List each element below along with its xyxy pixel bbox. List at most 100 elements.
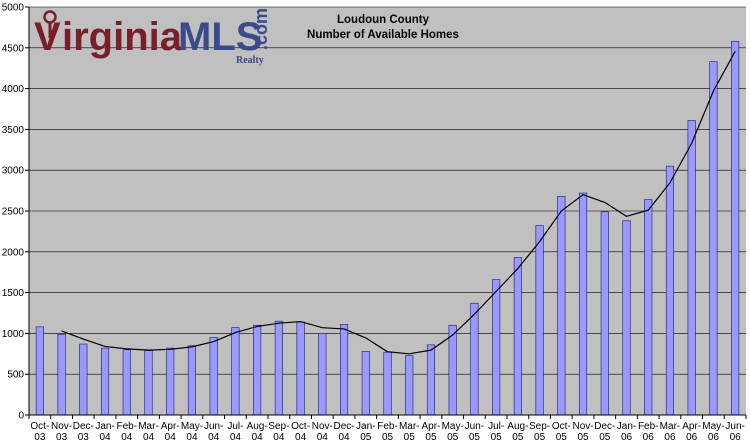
bar — [144, 350, 153, 416]
x-tick-label-month: May- — [181, 421, 203, 432]
logo-mls: MLS — [178, 15, 262, 59]
x-tick-label-year: 06 — [708, 432, 720, 442]
x-tick-labels: Oct-03Nov-03Dec-03Jan-04Feb-04Mar-04Apr-… — [28, 415, 747, 442]
bar — [209, 337, 218, 416]
bar — [731, 40, 740, 416]
x-tick-label-month: Jul- — [488, 421, 504, 432]
x-tick-label-month: Oct- — [30, 421, 49, 432]
bar — [57, 333, 66, 416]
gridlines — [29, 6, 746, 375]
bar — [665, 165, 675, 416]
x-tick-label-year: 05 — [425, 432, 437, 442]
x-tick-label-year: 05 — [577, 432, 589, 442]
y-tick-label: 0 — [18, 411, 24, 422]
x-tick-label-month: Nov- — [51, 421, 72, 432]
x-tick-label-year: 05 — [469, 432, 481, 442]
y-tick-label: 1500 — [2, 288, 25, 299]
x-tick-label-year: 04 — [121, 432, 133, 442]
x-tick-label-year: 04 — [230, 432, 242, 442]
x-tick-label-year: 06 — [664, 432, 676, 442]
x-tick-label-month: Mar- — [138, 421, 159, 432]
chart-subtitle: Number of Available Homes — [307, 29, 459, 41]
x-tick-label-month: Feb- — [116, 421, 137, 432]
bar — [492, 279, 501, 416]
x-tick-label-month: Apr- — [161, 421, 180, 432]
x-tick-label-month: Jul- — [227, 421, 243, 432]
x-tick-label-month: Oct- — [552, 421, 571, 432]
chart-title: Loudoun County — [337, 14, 430, 26]
bar — [122, 349, 131, 416]
x-tick-label-month: May- — [702, 421, 724, 432]
bar — [709, 61, 718, 416]
x-tick-label-year: 05 — [491, 432, 503, 442]
y-tick-label: 2500 — [2, 207, 25, 218]
logo-com: .com — [251, 8, 271, 50]
bar — [361, 351, 370, 416]
bar — [557, 196, 566, 416]
bar — [231, 327, 240, 416]
x-tick-label-year: 06 — [686, 432, 698, 442]
bar — [318, 333, 327, 416]
bar — [470, 302, 479, 416]
x-tick-label-year: 04 — [99, 432, 111, 442]
bar — [535, 225, 544, 416]
x-tick-label-year: 04 — [208, 432, 220, 442]
x-tick-label-month: Feb- — [377, 421, 398, 432]
x-tick-label-year: 04 — [143, 432, 155, 442]
x-tick-label-month: Jun- — [204, 421, 223, 432]
x-tick-label-month: Apr- — [422, 421, 441, 432]
y-tick-label: 4500 — [2, 43, 25, 54]
key-icon — [43, 10, 57, 38]
x-tick-label-month: Aug- — [247, 421, 268, 432]
bar — [339, 324, 349, 416]
x-tick-label-year: 04 — [165, 432, 177, 442]
x-tick-label-month: Aug- — [507, 421, 528, 432]
x-tick-label-year: 05 — [447, 432, 459, 442]
bar — [513, 257, 522, 416]
x-tick-label-year: 05 — [534, 432, 546, 442]
x-tick-label-year: 04 — [317, 432, 329, 442]
x-tick-label-month: Nov- — [312, 421, 333, 432]
x-tick-label-year: 03 — [56, 432, 68, 442]
bar — [253, 324, 262, 416]
y-tick-label: 3500 — [2, 125, 25, 136]
x-tick-label-month: Apr- — [682, 421, 701, 432]
x-tick-label-year: 05 — [404, 432, 416, 442]
bar — [100, 347, 110, 416]
x-tick-label-month: Sep- — [529, 421, 550, 432]
x-tick-label-month: Mar- — [660, 421, 681, 432]
x-tick-label-month: Oct- — [291, 421, 310, 432]
x-tick-label-year: 06 — [730, 432, 742, 442]
x-tick-label-year: 03 — [34, 432, 46, 442]
bar — [644, 199, 653, 416]
x-tick-label-year: 04 — [338, 432, 350, 442]
bar — [166, 347, 175, 416]
virginiamls-logo: V irginia MLS .com Realty — [34, 8, 271, 66]
trend-line — [61, 51, 736, 355]
logo-irginia: irginia — [62, 15, 183, 59]
x-tick-label-year: 05 — [382, 432, 394, 442]
y-tick-label: 3000 — [2, 166, 25, 177]
bar — [448, 324, 457, 416]
bar — [405, 355, 414, 416]
x-tick-label-year: 03 — [78, 432, 90, 442]
bar — [578, 192, 588, 416]
x-tick-label-month: Jan- — [356, 421, 375, 432]
x-tick-label-month: Feb- — [638, 421, 659, 432]
bar — [187, 345, 197, 416]
bar — [35, 326, 44, 416]
y-tick-label: 1000 — [2, 329, 25, 340]
bar — [274, 320, 283, 416]
x-tick-label-year: 05 — [599, 432, 611, 442]
x-tick-label-month: Mar- — [399, 421, 420, 432]
x-tick-label-month: Jun- — [465, 421, 484, 432]
x-tick-label-month: Jun- — [725, 421, 744, 432]
y-tick-labels: 0 500 1000 1500 2000 2500 3000 3500 4000 4500 5000 — [2, 3, 29, 422]
bar — [600, 211, 609, 416]
bar — [79, 343, 88, 416]
bar — [383, 351, 392, 416]
x-tick-label-month: Dec- — [333, 421, 354, 432]
x-tick-label-month: Dec- — [594, 421, 615, 432]
